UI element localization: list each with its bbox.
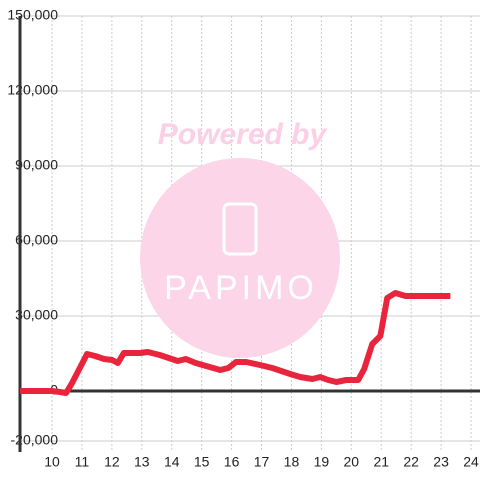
watermark-logo: PAPIMO (164, 269, 318, 307)
watermark-circle (140, 158, 340, 358)
x-tick-label: 10 (44, 454, 60, 470)
y-tick-label: 60,000 (15, 232, 58, 248)
x-tick-label: 12 (104, 454, 120, 470)
watermark-icon (222, 202, 258, 256)
y-tick-label: 90,000 (15, 157, 58, 173)
x-tick-label: 11 (75, 454, 90, 470)
data-line (20, 290, 451, 396)
x-tick-label: 19 (314, 454, 330, 470)
y-tick-label: -20,000 (11, 432, 59, 448)
x-tick-label: 13 (134, 454, 150, 470)
x-tick-label: 23 (433, 454, 449, 470)
x-tick-label: 22 (403, 454, 419, 470)
y-tick-label: 30,000 (15, 307, 58, 323)
y-tick-label: 120,000 (7, 82, 58, 98)
x-tick-label: 20 (344, 454, 360, 470)
x-tick-label: 14 (164, 454, 180, 470)
x-tick-label: 17 (254, 454, 270, 470)
x-tick-label: 24 (463, 454, 479, 470)
x-tick-label: 15 (194, 454, 210, 470)
y-tick-label: 150,000 (7, 7, 58, 23)
x-tick-label: 16 (224, 454, 240, 470)
x-tick-label: 21 (373, 454, 389, 470)
x-tick-label: 18 (284, 454, 300, 470)
watermark-text: Powered by (158, 118, 328, 151)
